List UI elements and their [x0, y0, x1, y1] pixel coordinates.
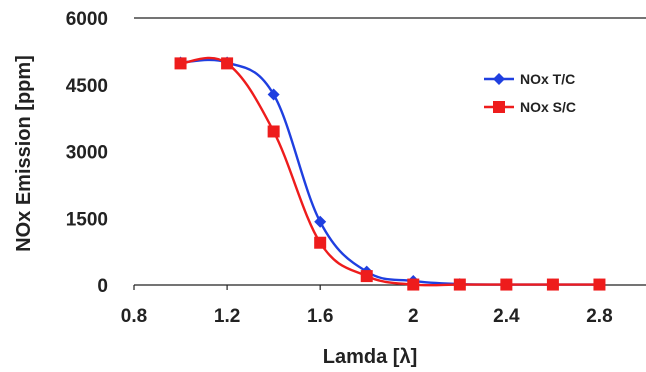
x-tick-label: 1.2 — [214, 306, 240, 327]
data-point — [314, 236, 327, 249]
data-point — [267, 125, 280, 138]
x-tick-label: 2.4 — [493, 306, 520, 327]
x-tick-label: 2 — [408, 306, 419, 327]
x-axis-title: Lamda [λ] — [323, 346, 417, 368]
x-tick-label: 0.8 — [121, 306, 147, 327]
legend: NOx T/C NOx S/C — [484, 71, 576, 115]
data-point — [500, 278, 513, 291]
data-point — [314, 215, 327, 228]
x-tick-label: 2.8 — [586, 306, 612, 327]
data-point — [546, 278, 559, 291]
data-point — [174, 57, 187, 70]
y-tick-label: 4500 — [66, 76, 108, 97]
legend-label: NOx T/C — [520, 71, 575, 87]
legend-marker — [493, 73, 505, 85]
y-tick-label: 3000 — [66, 143, 108, 164]
data-point — [360, 270, 373, 283]
y-tick-label: 6000 — [66, 9, 108, 30]
y-tick-label: 1500 — [66, 209, 108, 230]
y-tick-labels: 0 1500 3000 4500 6000 — [66, 9, 108, 297]
data-point — [221, 57, 234, 70]
data-point — [267, 88, 280, 101]
x-tick-label: 1.6 — [307, 306, 333, 327]
series-line — [180, 58, 600, 286]
legend-marker — [493, 101, 505, 113]
series-line — [180, 56, 600, 287]
x-tick-labels: 0.8 1.2 1.6 2 2.4 2.8 — [121, 285, 613, 327]
data-point — [593, 278, 606, 291]
legend-label: NOx S/C — [520, 99, 576, 115]
y-tick-label: 0 — [97, 276, 108, 297]
y-axis-title: NOx Emission [ppm] — [13, 55, 35, 252]
data-point — [407, 278, 420, 291]
data-point — [453, 278, 466, 291]
series-layer — [174, 56, 606, 291]
